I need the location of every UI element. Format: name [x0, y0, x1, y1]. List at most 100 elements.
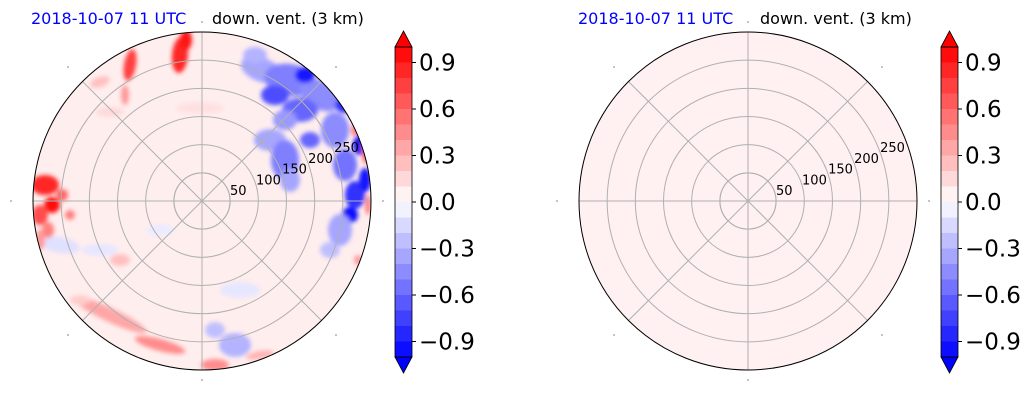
- colorbar-tick-label: 0.6: [965, 97, 1002, 123]
- colorbar-tick-label: −0.9: [965, 330, 1021, 356]
- colorbar-extend-max: [940, 30, 959, 48]
- field-cell: [365, 195, 371, 215]
- radial-tick-label: 50: [230, 184, 247, 199]
- colorbar-tick-label: −0.9: [419, 330, 475, 356]
- field-cell: [70, 295, 90, 305]
- axis-tick-dot: [556, 200, 558, 202]
- colorbar-level: [941, 140, 958, 157]
- field-cell: [320, 242, 340, 258]
- right-colorbar: 0.9 0.6 0.3 0.0 −0.3 −0.6 −0.9: [940, 30, 1021, 374]
- colorbar-tick-label: 0.6: [419, 97, 456, 123]
- colorbar-tick-label: −0.3: [419, 237, 475, 263]
- colorbar-level: [941, 155, 958, 172]
- field-cell: [243, 47, 267, 63]
- angular-gridline: [82, 81, 203, 202]
- colorbar-level: [395, 248, 412, 265]
- angular-gridline: [747, 200, 868, 321]
- left-panel-title-date: 2018-10-07 11 UTC: [31, 9, 186, 28]
- colorbar-level: [395, 310, 412, 327]
- axis-tick-dot: [881, 334, 883, 336]
- axis-tick-dot: [10, 200, 12, 202]
- radial-tick-label: 250: [880, 141, 905, 156]
- colorbar-level: [941, 279, 958, 296]
- angular-gridline: [82, 200, 203, 321]
- field-cell: [33, 205, 48, 225]
- radial-tick-label: 100: [256, 173, 281, 188]
- angular-gridline: [628, 81, 749, 202]
- colorbar-level: [395, 295, 412, 312]
- colorbar-level: [395, 202, 412, 219]
- colorbar-level: [395, 233, 412, 250]
- field-cell: [273, 110, 297, 130]
- colorbar-extend-max: [394, 30, 413, 48]
- axis-tick-dot: [335, 334, 337, 336]
- colorbar-level: [941, 124, 958, 141]
- colorbar-level: [941, 217, 958, 234]
- radial-tick-label: 200: [854, 152, 879, 167]
- left-polar-grid: [10, 21, 384, 381]
- colorbar-level: [941, 78, 958, 95]
- colorbar-level: [941, 341, 958, 358]
- colorbar-level: [395, 217, 412, 234]
- field-cell: [176, 102, 224, 114]
- radial-tick-label: 100: [802, 173, 827, 188]
- left-polar-frame: [32, 31, 372, 371]
- axis-tick-dot: [201, 21, 203, 23]
- field-cell: [33, 175, 59, 195]
- field-cell: [219, 333, 251, 357]
- colorbar-extend-min: [940, 356, 959, 374]
- axis-tick-dot: [67, 66, 69, 68]
- left-panel-title-variable: down. vent. (3 km): [212, 9, 364, 28]
- colorbar-tick-label: −0.3: [965, 237, 1021, 263]
- colorbar-level: [395, 78, 412, 95]
- angular-gridline: [628, 200, 749, 321]
- field-cell: [146, 224, 174, 236]
- colorbar-tick-label: 0.3: [965, 144, 1002, 170]
- colorbar-level: [395, 140, 412, 157]
- colorbar-level: [941, 202, 958, 219]
- field-cell: [121, 85, 129, 105]
- colorbar-level: [395, 186, 412, 203]
- angular-gridline: [747, 81, 868, 202]
- colorbar-level: [395, 279, 412, 296]
- radial-tick-label: 150: [282, 163, 307, 178]
- axis-tick-dot: [67, 334, 69, 336]
- colorbar-level: [941, 326, 958, 343]
- field-cell: [359, 168, 371, 192]
- colorbar-level: [941, 310, 958, 327]
- axis-tick-dot: [613, 66, 615, 68]
- colorbar-level: [941, 264, 958, 281]
- colorbar-level: [395, 109, 412, 126]
- field-cell: [261, 85, 289, 105]
- colorbar-tick-label: 0.0: [965, 190, 1002, 216]
- field-cell: [201, 359, 229, 370]
- colorbar-level: [395, 264, 412, 281]
- axis-tick-dot: [747, 21, 749, 23]
- field-cell: [295, 67, 315, 83]
- field-cell: [96, 107, 124, 117]
- colorbar-level: [395, 93, 412, 110]
- radial-tick-label: 250: [334, 141, 359, 156]
- axis-tick-dot: [928, 200, 930, 202]
- colorbar-level: [395, 124, 412, 141]
- colorbar-level: [395, 341, 412, 358]
- right-panel-title-date: 2018-10-07 11 UTC: [578, 9, 733, 28]
- right-panel-title-variable: down. vent. (3 km): [760, 9, 912, 28]
- field-cell: [65, 210, 75, 220]
- colorbar-tick-label: 0.0: [419, 190, 456, 216]
- field-cell: [312, 54, 328, 66]
- axis-tick-dot: [335, 66, 337, 68]
- field-cell: [123, 49, 137, 81]
- colorbar-tick-label: 0.9: [965, 51, 1002, 77]
- colorbar-tick-label: 0.3: [419, 144, 456, 170]
- left-colorbar: 0.9 0.6 0.3 0.0 −0.3 −0.6 −0.9: [394, 30, 475, 374]
- colorbar-level: [941, 171, 958, 188]
- field-cell: [324, 51, 336, 59]
- field-cell: [180, 32, 192, 50]
- colorbar-level: [941, 62, 958, 79]
- colorbar-level: [941, 186, 958, 203]
- field-cell: [90, 76, 110, 88]
- angular-gridline: [201, 200, 322, 321]
- colorbar-level: [395, 155, 412, 172]
